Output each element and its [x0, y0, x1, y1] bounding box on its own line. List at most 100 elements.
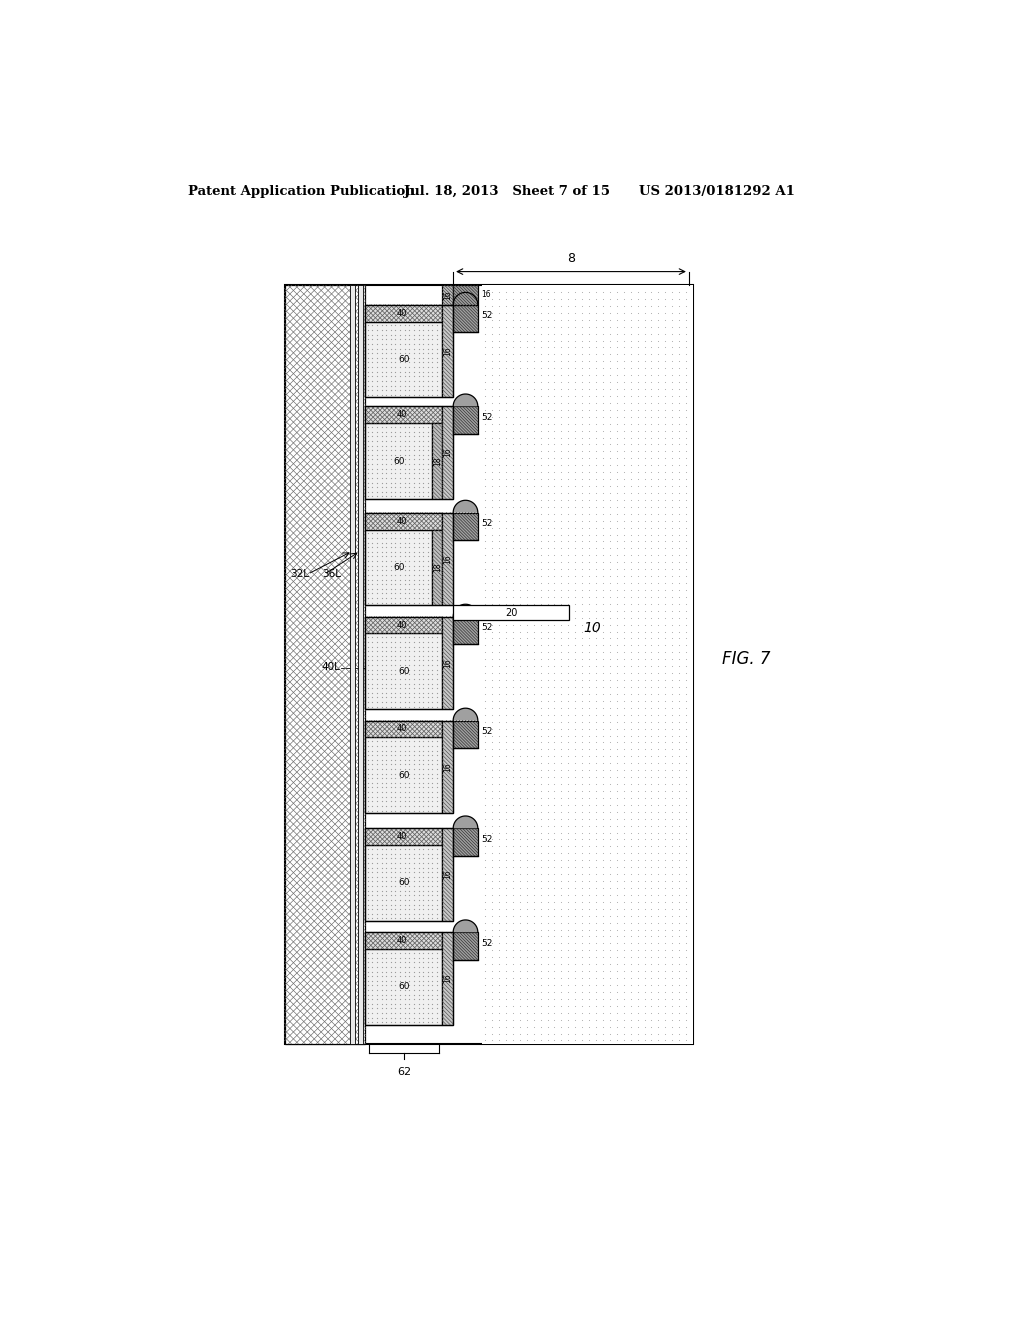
Point [643, 392, 659, 413]
Point [623, 1002, 639, 1023]
Point [359, 1007, 376, 1028]
Point [623, 850, 639, 871]
Point [567, 863, 584, 884]
Point [374, 315, 390, 337]
Point [595, 552, 611, 573]
Point [374, 537, 390, 558]
Point [574, 407, 591, 428]
Point [588, 614, 604, 635]
Point [484, 676, 501, 697]
Point [429, 645, 445, 667]
Point [678, 579, 694, 601]
Point [650, 648, 667, 669]
Point [392, 993, 409, 1014]
Point [359, 458, 376, 479]
Point [365, 329, 381, 350]
Point [383, 956, 399, 977]
Point [396, 853, 413, 874]
Point [505, 995, 521, 1016]
Point [512, 323, 528, 345]
Point [369, 1003, 385, 1024]
Point [560, 475, 577, 496]
Point [574, 878, 591, 899]
Point [581, 919, 597, 940]
Point [411, 696, 427, 717]
Point [415, 343, 431, 364]
Point [392, 791, 409, 812]
Point [359, 659, 376, 680]
Point [560, 774, 577, 795]
Point [396, 741, 413, 762]
Point [518, 281, 535, 302]
Point [401, 899, 418, 920]
Point [581, 656, 597, 677]
Point [678, 475, 694, 496]
Point [657, 780, 674, 801]
Point [374, 908, 390, 929]
Point [602, 496, 618, 517]
Point [477, 579, 494, 601]
Point [657, 482, 674, 503]
Point [615, 364, 632, 385]
Point [401, 430, 418, 451]
Point [411, 371, 427, 392]
Point [387, 796, 403, 817]
Point [392, 942, 409, 964]
Point [615, 814, 632, 836]
Point [553, 601, 569, 622]
Point [392, 649, 409, 671]
Point [490, 635, 507, 656]
Point [540, 836, 556, 857]
Point [396, 677, 413, 698]
Point [518, 579, 535, 601]
Point [525, 614, 542, 635]
Point [636, 774, 652, 795]
Point [574, 351, 591, 372]
Point [518, 711, 535, 733]
Point [608, 774, 625, 795]
Point [574, 933, 591, 954]
Point [643, 614, 659, 635]
Point [532, 296, 549, 317]
Point [581, 795, 597, 816]
Point [657, 836, 674, 857]
Point [374, 649, 390, 671]
Point [595, 537, 611, 558]
Point [477, 628, 494, 649]
Point [498, 759, 514, 780]
Point [671, 953, 687, 974]
Point [525, 343, 542, 364]
Point [636, 482, 652, 503]
Point [678, 759, 694, 780]
Point [636, 462, 652, 483]
Point [657, 968, 674, 989]
Point [512, 850, 528, 871]
Point [396, 759, 413, 780]
Point [518, 407, 535, 428]
Point [567, 315, 584, 337]
Point [560, 552, 577, 573]
Point [650, 558, 667, 579]
Point [429, 366, 445, 387]
Point [525, 454, 542, 475]
Point [588, 669, 604, 690]
Point [477, 919, 494, 940]
Point [608, 912, 625, 933]
Point [392, 985, 409, 1006]
Point [365, 482, 381, 503]
Point [540, 946, 556, 968]
Point [525, 531, 542, 552]
Point [643, 601, 659, 622]
Point [546, 524, 562, 545]
Point [560, 863, 577, 884]
Point [623, 989, 639, 1010]
Point [433, 750, 450, 771]
Point [498, 343, 514, 364]
Point [401, 532, 418, 553]
Point [643, 891, 659, 912]
Point [401, 655, 418, 676]
Point [567, 1030, 584, 1051]
Point [392, 875, 409, 896]
Point [424, 989, 440, 1010]
Point [574, 288, 591, 309]
